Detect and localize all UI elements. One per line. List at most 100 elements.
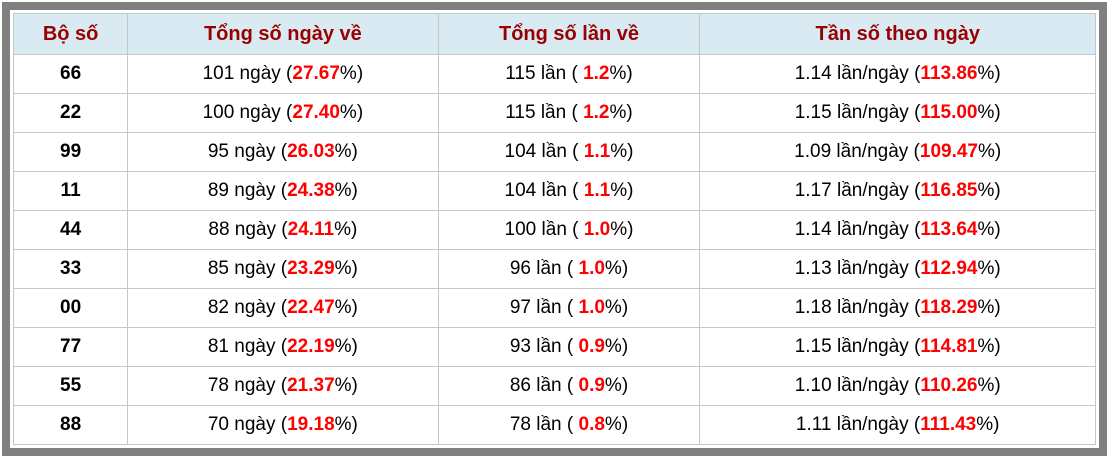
percent-value: 23.29 [287, 258, 335, 279]
cell-daily-freq: 1.10 lần/ngày (110.26%) [699, 366, 1096, 406]
percent-value: 19.18 [287, 414, 335, 435]
percent-value: 27.67 [292, 63, 340, 84]
percent-close: %) [977, 219, 1001, 240]
cell-total-days: 101 ngày (27.67%) [127, 54, 439, 94]
percent-close: %) [977, 297, 1001, 318]
count-value: 104 [504, 180, 537, 201]
percent-value: 22.47 [287, 297, 335, 318]
cell-pair-number: 66 [12, 54, 129, 94]
header-total-days: Tổng số ngày về [127, 13, 439, 55]
count-value: 97 [509, 297, 531, 318]
cell-pair-number: 55 [12, 366, 129, 406]
count-value: 100 [202, 102, 235, 123]
unit-label: ngày ( [229, 258, 288, 279]
table-row: 77 81 ngày (22.19%) 93 lần ( 0.9%) 1.15 lần… [12, 327, 1096, 367]
percent-close: %) [334, 180, 358, 201]
percent-close: %) [334, 297, 358, 318]
unit-label: ngày ( [229, 414, 288, 435]
unit-label: lần/ngày ( [831, 102, 921, 123]
percent-value: 24.38 [287, 180, 335, 201]
cell-total-times: 104 lần ( 1.1%) [437, 171, 701, 211]
cell-total-times: 86 lần ( 0.9%) [437, 366, 701, 406]
table-row: 11 89 ngày (24.38%) 104 lần ( 1.1%) 1.17 lầ… [12, 171, 1096, 211]
cell-pair-number: 11 [12, 171, 129, 211]
cell-pair-number: 00 [12, 288, 129, 328]
percent-close: %) [609, 63, 633, 84]
table-header-row: Bộ số Tổng số ngày về Tổng số lần về Tần… [12, 13, 1096, 55]
cell-total-days: 82 ngày (22.47%) [127, 288, 439, 328]
pair-number-value: 55 [60, 375, 82, 396]
unit-label: lần/ngày ( [831, 336, 921, 357]
percent-value: 0.9 [578, 336, 605, 357]
percent-close: %) [604, 414, 629, 435]
count-value: 1.11 [795, 414, 832, 435]
unit-label: ngày ( [229, 297, 288, 318]
unit-label: lần ( [530, 414, 579, 435]
percent-value: 27.40 [292, 102, 340, 123]
count-value: 100 [504, 219, 537, 240]
pair-number-value: 00 [60, 297, 82, 318]
percent-value: 111.43 [920, 414, 977, 435]
cell-daily-freq: 1.13 lần/ngày (112.94%) [699, 249, 1096, 289]
unit-label: lần/ngày ( [831, 258, 921, 279]
pair-number-value: 22 [60, 102, 82, 123]
unit-label: ngày ( [234, 102, 293, 123]
unit-label: ngày ( [229, 180, 288, 201]
unit-label: ngày ( [229, 375, 288, 396]
percent-close: %) [604, 297, 629, 318]
percent-close: %) [334, 219, 358, 240]
percent-close: %) [334, 258, 358, 279]
percent-close: %) [604, 336, 629, 357]
count-value: 93 [509, 336, 531, 357]
lottery-stats-table: Bộ số Tổng số ngày về Tổng số lần về Tần… [12, 13, 1096, 445]
percent-value: 1.2 [583, 102, 610, 123]
count-value: 96 [509, 258, 531, 279]
table-row: 33 85 ngày (23.29%) 96 lần ( 1.0%) 1.13 lần… [12, 249, 1096, 289]
unit-label: lần/ngày ( [831, 141, 920, 162]
count-value: 1.17 [794, 180, 832, 201]
unit-label: lần/ngày ( [831, 297, 921, 318]
cell-pair-number: 88 [12, 405, 129, 445]
percent-value: 1.0 [578, 297, 605, 318]
unit-label: lần ( [536, 141, 584, 162]
percent-value: 114.81 [920, 336, 978, 357]
percent-value: 26.03 [287, 141, 335, 162]
percent-close: %) [339, 63, 364, 84]
count-value: 1.09 [794, 141, 832, 162]
pair-number-value: 66 [60, 63, 82, 84]
pair-number-value: 44 [60, 219, 82, 240]
unit-label: lần/ngày ( [831, 180, 921, 201]
count-value: 88 [208, 219, 230, 240]
header-total-times: Tổng số lần về [437, 13, 701, 55]
count-value: 104 [504, 141, 537, 162]
percent-close: %) [334, 336, 358, 357]
percent-value: 1.0 [578, 258, 605, 279]
pair-number-value: 88 [60, 414, 82, 435]
count-value: 1.18 [794, 297, 832, 318]
percent-close: %) [610, 141, 634, 162]
cell-daily-freq: 1.17 lần/ngày (116.85%) [699, 171, 1096, 211]
table-row: 66 101 ngày (27.67%) 115 lần ( 1.2%) 1.14 l… [12, 54, 1096, 94]
unit-label: lần ( [530, 258, 579, 279]
count-value: 82 [207, 297, 229, 318]
count-value: 81 [207, 336, 229, 357]
count-value: 101 [202, 63, 235, 84]
percent-value: 116.85 [920, 180, 978, 201]
cell-total-days: 95 ngày (26.03%) [127, 132, 439, 172]
unit-label: lần ( [535, 63, 584, 84]
count-value: 1.15 [794, 102, 832, 123]
percent-value: 113.86 [920, 63, 978, 84]
percent-close: %) [334, 414, 358, 435]
table-row: 44 88 ngày (24.11%) 100 lần ( 1.0%) 1.14 lầ… [12, 210, 1096, 250]
cell-pair-number: 33 [12, 249, 129, 289]
percent-close: %) [978, 141, 1002, 162]
percent-value: 113.64 [920, 219, 978, 240]
percent-close: %) [604, 258, 629, 279]
cell-pair-number: 77 [12, 327, 129, 367]
percent-close: %) [977, 336, 1001, 357]
unit-label: lần/ngày ( [831, 414, 921, 435]
cell-daily-freq: 1.14 lần/ngày (113.86%) [699, 54, 1096, 94]
pair-number-value: 33 [60, 258, 82, 279]
cell-total-days: 70 ngày (19.18%) [127, 405, 439, 445]
count-value: 86 [509, 375, 531, 396]
